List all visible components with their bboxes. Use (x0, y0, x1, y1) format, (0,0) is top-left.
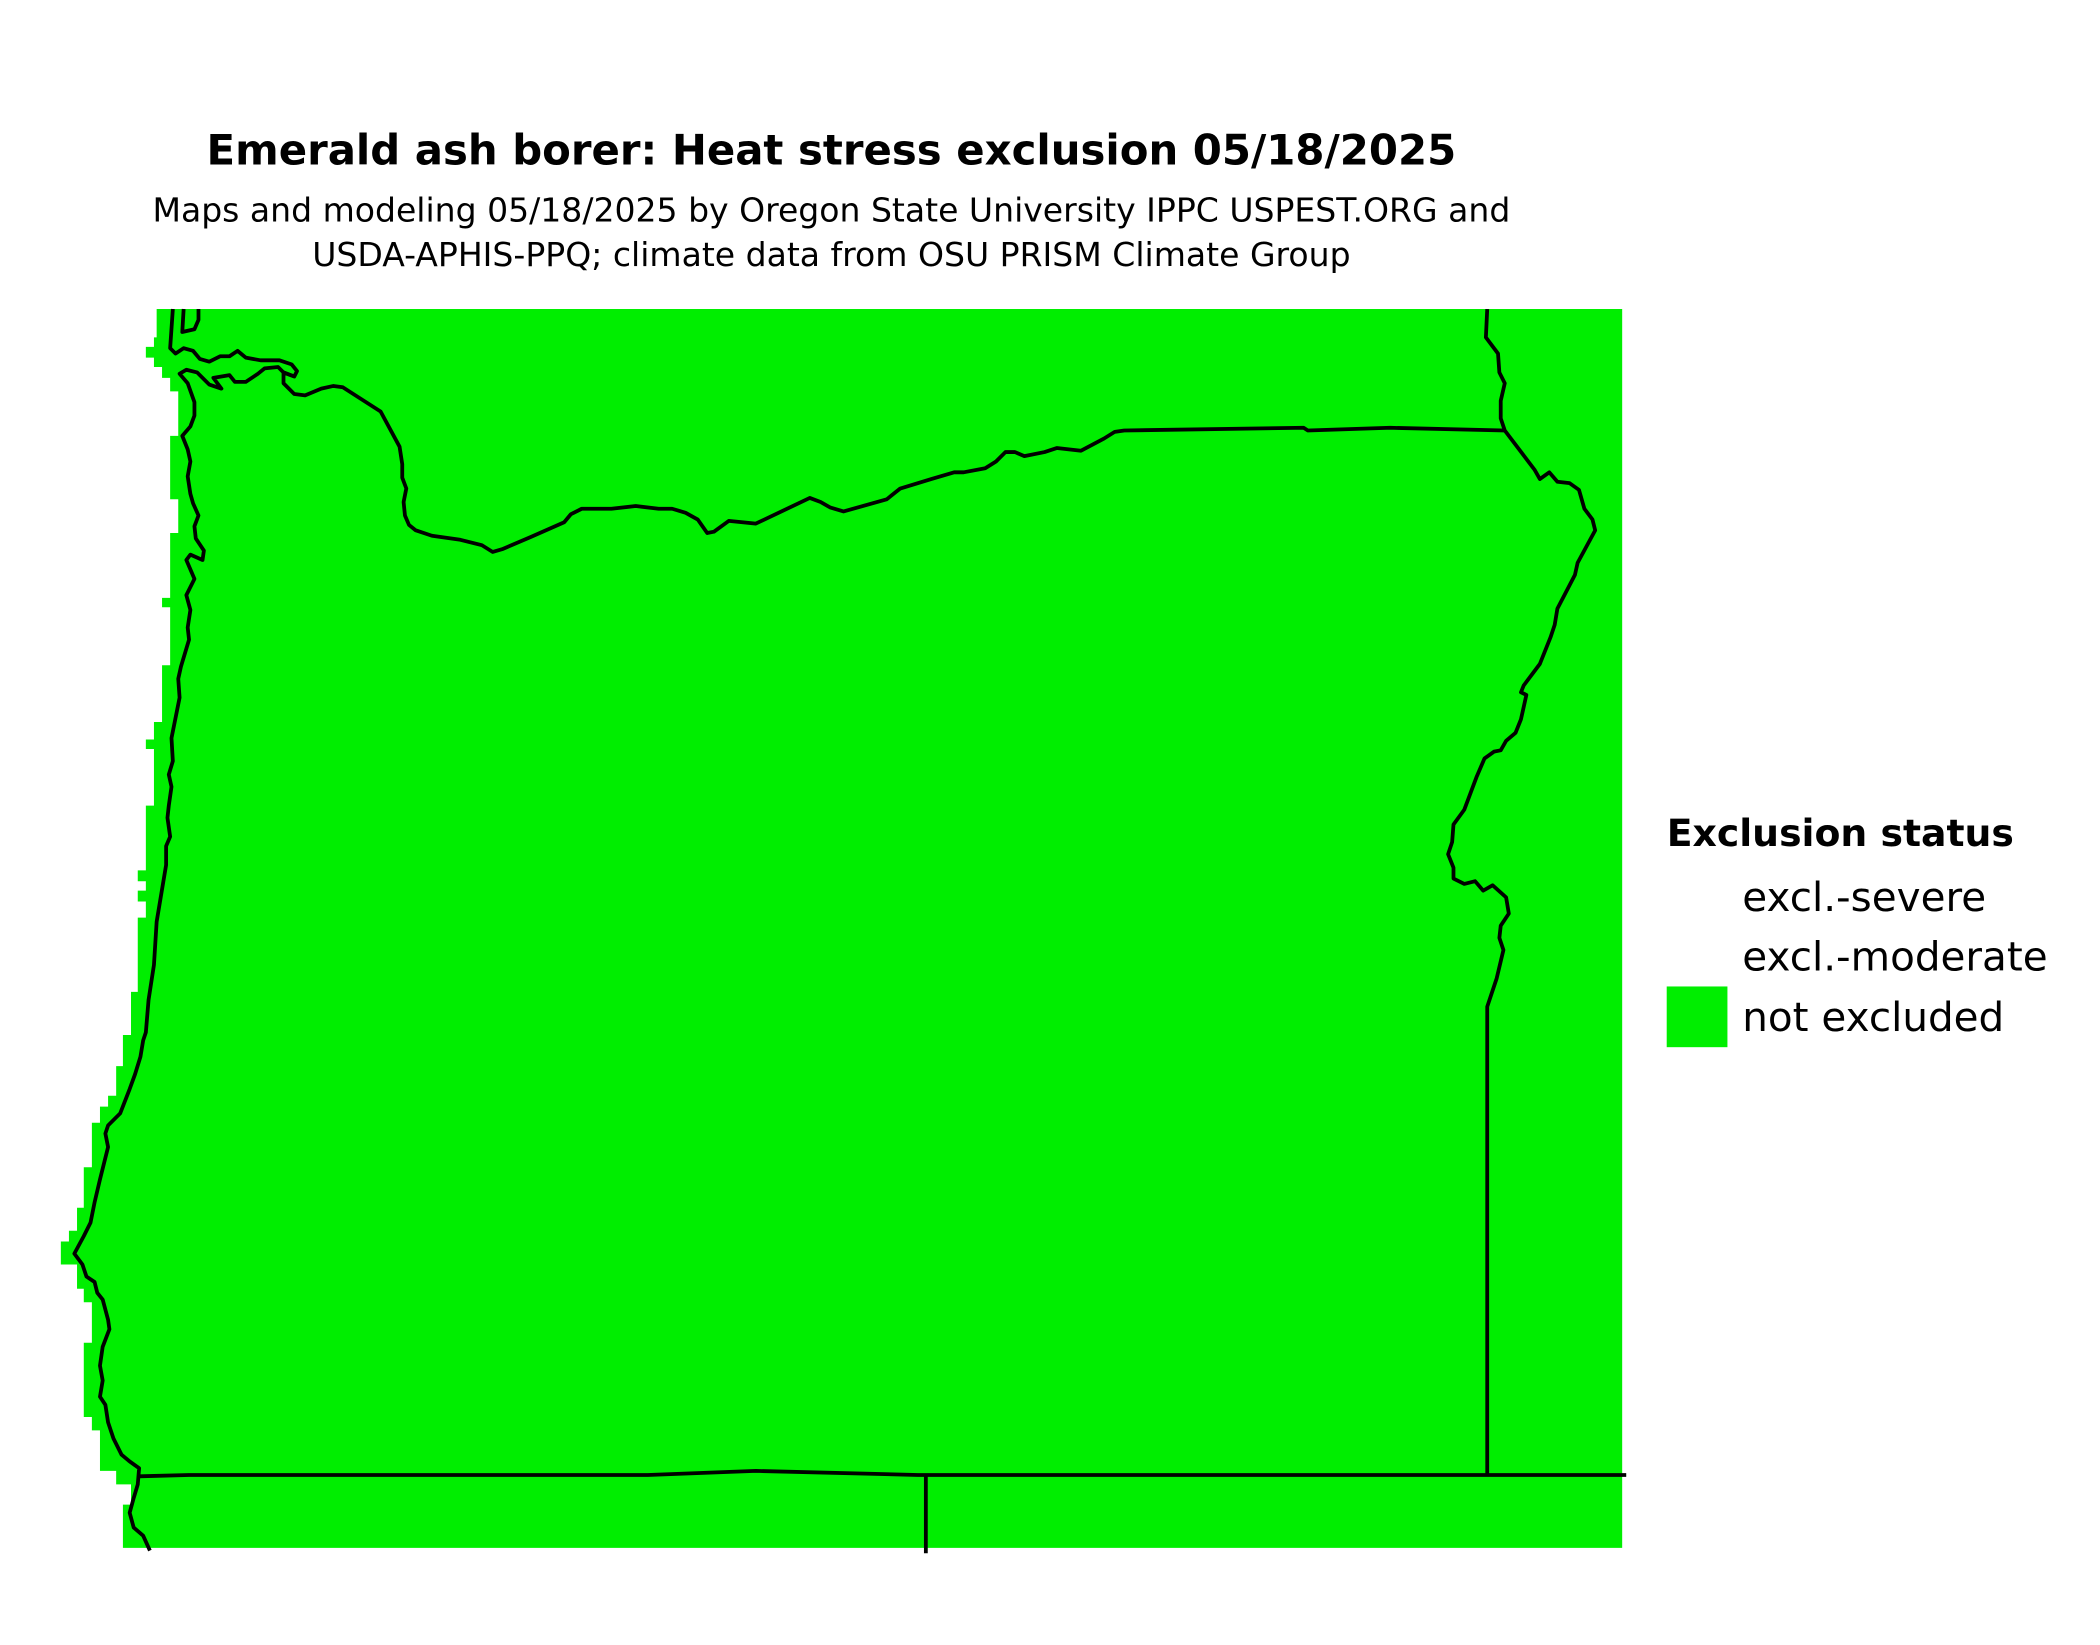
legend-item-severe: excl.-severe (1742, 873, 1986, 921)
state-borders (72, 308, 1627, 1554)
map-title: Emerald ash borer: Heat stress exclusion… (207, 126, 1457, 175)
columbia-mouth-line (72, 365, 295, 1552)
not-excluded-area (60, 309, 1623, 1548)
south-border (139, 1469, 1627, 1479)
columbia-river-border (168, 308, 1505, 554)
legend-swatch-moderate (1666, 925, 1728, 986)
legend-swatch-not-excluded (1666, 986, 1728, 1048)
legend: Exclusion status excl.-severe excl.-mode… (1666, 811, 2048, 1048)
map-raster (60, 309, 1623, 1548)
coast-inlet-line (180, 308, 201, 334)
idaho-border (1446, 308, 1598, 1477)
legend-title: Exclusion status (1667, 811, 2014, 855)
legend-item-moderate: excl.-moderate (1742, 932, 2047, 980)
legend-item-not-excluded: not excluded (1742, 993, 2004, 1041)
legend-swatch-severe (1666, 865, 1728, 925)
map-subtitle-line2: USDA-APHIS-PPQ; climate data from OSU PR… (312, 235, 1350, 274)
map-subtitle-line1: Maps and modeling 05/18/2025 by Oregon S… (152, 190, 1510, 229)
